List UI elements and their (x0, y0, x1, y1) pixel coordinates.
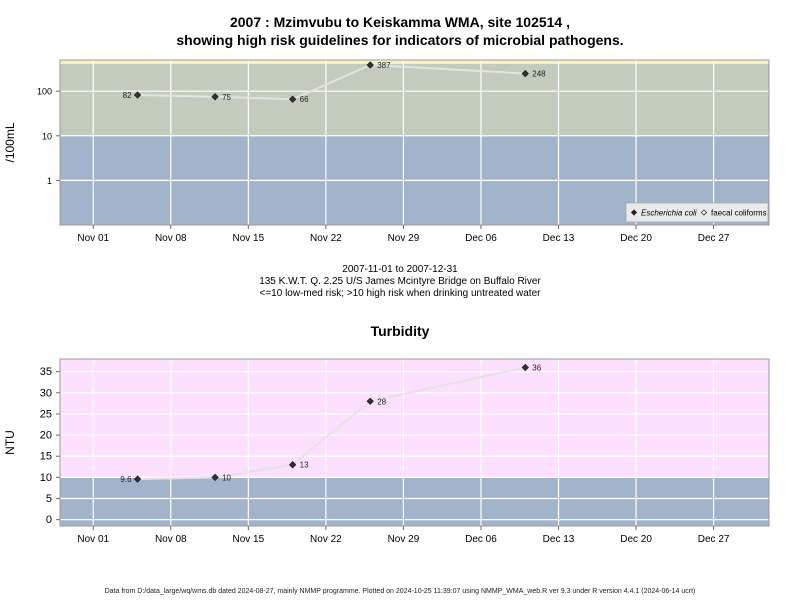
low-risk-band (60, 477, 769, 526)
y-tick-label: 25 (40, 408, 52, 420)
x-tick-label: Dec 13 (543, 534, 575, 545)
data-label: 387 (377, 61, 391, 70)
x-tick-label: Dec 06 (465, 233, 497, 244)
data-point (211, 93, 219, 101)
y-tick-label: 10 (42, 131, 52, 141)
legend-marker-ecoli (630, 209, 638, 216)
x-tick-label: Nov 22 (310, 233, 342, 244)
x-tick-label: Nov 08 (155, 233, 187, 244)
x-tick-label: Dec 20 (620, 233, 652, 244)
data-point (133, 475, 142, 483)
data-point (133, 91, 142, 99)
data-label: 66 (300, 95, 309, 104)
caption-guideline: <=10 low-med risk; >10 high risk when dr… (259, 288, 541, 299)
turbidity-chart: Nov 01 Nov 08 Nov 15 Nov 22 Nov 29 Dec 06 Dec … (3, 323, 770, 545)
main-title-line2: showing high risk guidelines for indicat… (176, 32, 624, 48)
data-label: 248 (532, 70, 546, 79)
high-risk-band (60, 60, 769, 136)
data-point (289, 95, 297, 103)
legend-label-ecoli: Escherichia coli (641, 209, 697, 218)
caption-date-range: 2007-11-01 to 2007-12-31 (342, 264, 458, 275)
high-risk-band (60, 359, 769, 478)
y-tick-label: 1 (47, 176, 52, 186)
y-tick-label: 5 (46, 493, 52, 505)
data-label: 36 (532, 363, 541, 372)
x-tick-label: Dec 13 (543, 233, 575, 244)
data-label: 9.6 (120, 475, 132, 484)
y-tick-label: 0 (46, 514, 52, 526)
legend-label-faecal: faecal coliforms (711, 209, 767, 218)
legend-marker-faecal (700, 209, 708, 216)
data-point (366, 61, 374, 69)
y-axis-label: NTU (3, 430, 17, 455)
caption-site: 135 K.W.T. Q. 2.25 U/S James Mcintyre Br… (259, 276, 541, 287)
data-label: 75 (222, 93, 231, 102)
x-tick-label: Dec 06 (465, 534, 497, 545)
data-point (289, 461, 297, 469)
plot-frame (59, 358, 770, 527)
y-tick-label: 15 (40, 451, 52, 463)
y-tick-label: 35 (40, 366, 52, 378)
data-label: 28 (377, 397, 386, 406)
x-tick-label: Nov 15 (232, 233, 264, 244)
x-tick-label: Nov 29 (388, 534, 420, 545)
x-tick-label: Nov 22 (310, 534, 342, 545)
microbial-chart: Nov 01 Nov 08 Nov 15 Nov 22 Nov 29 Dec 06 Dec … (3, 59, 770, 244)
x-tick-label: Nov 08 (155, 534, 187, 545)
data-point (366, 397, 374, 405)
footer-note: Data from D:/data_large/wq/wms.db dated … (104, 588, 696, 595)
x-tick-label: Dec 20 (620, 534, 652, 545)
x-tick-label: Dec 27 (698, 534, 730, 545)
x-tick-label: Nov 15 (232, 534, 264, 545)
x-tick-label: Nov 01 (77, 534, 109, 545)
data-label: 82 (123, 91, 132, 100)
data-point (521, 363, 529, 372)
x-tick-label: Nov 29 (388, 233, 420, 244)
x-tick-label: Nov 01 (77, 233, 109, 244)
data-point (521, 69, 529, 78)
y-tick-label: 20 (40, 430, 52, 442)
chart-title: Turbidity (371, 323, 430, 339)
y-tick-label: 10 (40, 472, 52, 484)
data-label: 13 (300, 461, 309, 470)
x-tick-label: Dec 27 (698, 233, 730, 244)
y-tick-label: 100 (37, 87, 52, 97)
main-title-line1: 2007 : Mzimvubu to Keiskamma WMA, site 1… (229, 14, 570, 30)
plot-frame (59, 59, 770, 226)
y-axis-label: /100mL (3, 122, 17, 162)
y-tick-label: 30 (40, 387, 52, 399)
data-point (211, 473, 219, 482)
legend-box (625, 202, 769, 223)
top-strip (60, 60, 769, 64)
data-label: 10 (222, 473, 231, 482)
